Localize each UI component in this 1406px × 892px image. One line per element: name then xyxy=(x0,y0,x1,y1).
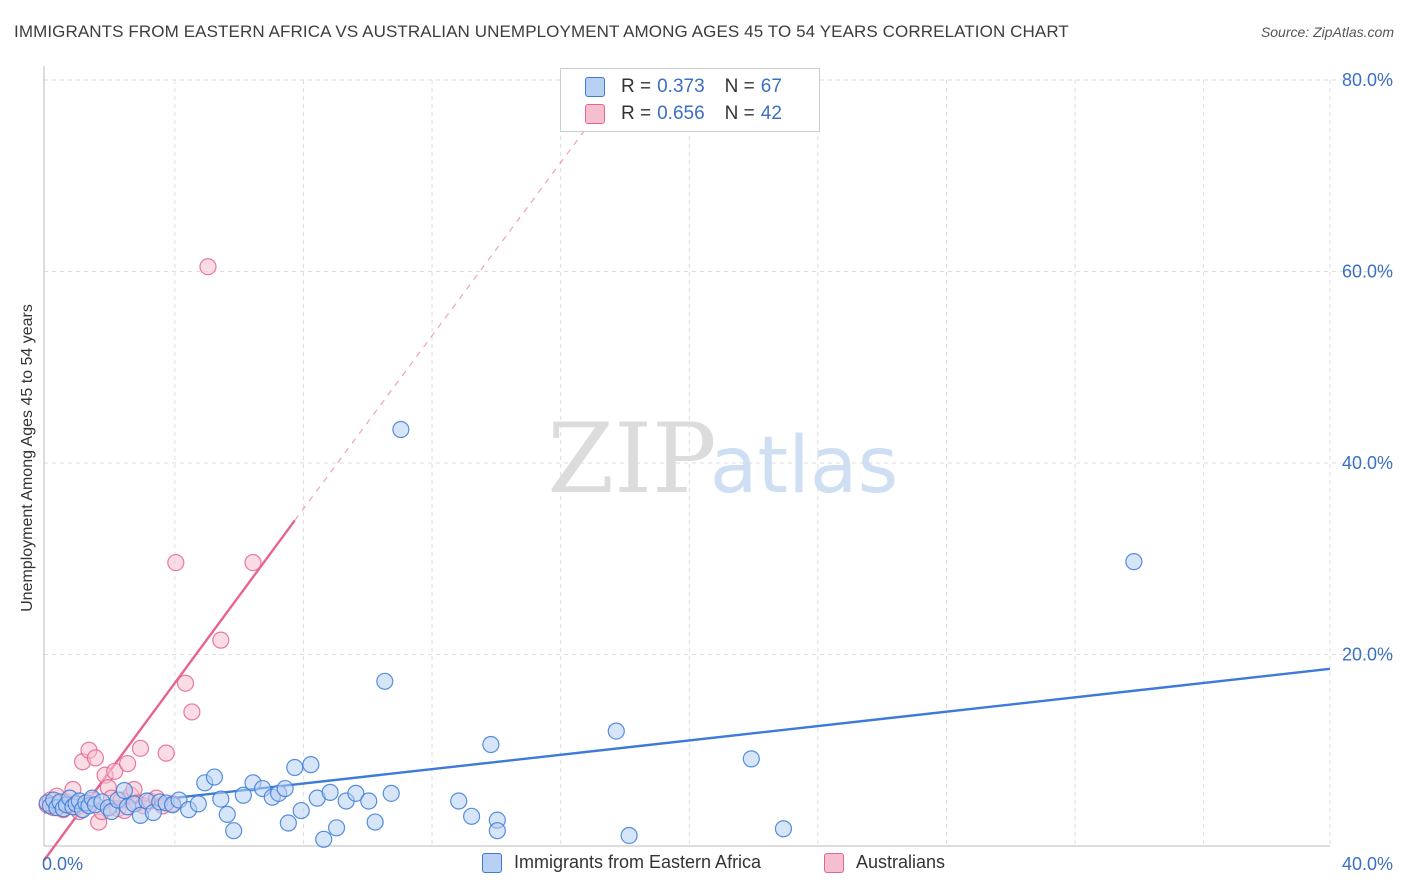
point-eastern-africa xyxy=(292,801,310,820)
legend-label: Australians xyxy=(856,852,946,872)
x-tick-label: 0.0% xyxy=(42,854,83,874)
point-eastern-africa xyxy=(482,735,500,754)
legend-row-australians: R = 0.656 N = 42 xyxy=(585,102,782,126)
point-eastern-africa xyxy=(315,830,333,848)
point-eastern-africa xyxy=(376,672,394,690)
y-tick-label: 40.0% xyxy=(1342,453,1393,473)
point-australians xyxy=(183,703,201,721)
point-eastern-africa xyxy=(742,750,760,768)
n-label: N = xyxy=(724,76,755,97)
trend-line-australians-extension xyxy=(294,70,630,521)
n-value: 67 xyxy=(760,76,782,97)
n-label: N = xyxy=(724,103,755,124)
legend-item-eastern-africa[interactable]: Immigrants from Eastern Africa xyxy=(482,852,761,873)
point-eastern-africa xyxy=(212,790,230,808)
point-eastern-africa xyxy=(462,807,481,825)
point-eastern-africa xyxy=(321,783,339,801)
point-australians xyxy=(176,674,195,692)
legend-swatch-pink xyxy=(585,104,605,124)
series-legend: Immigrants from Eastern Africa Australia… xyxy=(0,852,1406,876)
point-eastern-africa xyxy=(607,722,625,740)
point-eastern-africa xyxy=(218,805,236,824)
point-eastern-africa xyxy=(115,781,133,800)
legend-item-australians[interactable]: Australians xyxy=(824,852,945,873)
point-eastern-africa xyxy=(286,758,304,777)
point-australians xyxy=(167,553,185,572)
watermark: ZIP atlas xyxy=(547,403,898,515)
point-australians xyxy=(199,258,217,276)
r-value: 0.373 xyxy=(657,76,705,97)
data-points xyxy=(38,258,1143,848)
point-eastern-africa xyxy=(347,784,365,802)
point-eastern-africa xyxy=(620,826,638,845)
point-eastern-africa xyxy=(392,420,410,439)
point-eastern-africa xyxy=(382,784,400,802)
tick-labels: 20.0% 40.0% 60.0% 80.0% 0.0% 40.0% xyxy=(42,70,1393,874)
legend-swatch-blue xyxy=(585,77,605,97)
point-eastern-africa xyxy=(366,813,384,831)
point-eastern-africa xyxy=(225,822,243,840)
point-eastern-africa xyxy=(1125,553,1143,571)
axes xyxy=(43,66,1330,847)
point-eastern-africa xyxy=(360,792,378,810)
point-eastern-africa xyxy=(234,786,252,804)
point-australians xyxy=(157,744,175,762)
point-eastern-africa xyxy=(488,822,506,840)
y-tick-label: 60.0% xyxy=(1342,262,1393,282)
point-australians xyxy=(212,631,230,649)
point-eastern-africa xyxy=(327,819,346,837)
legend-label: Immigrants from Eastern Africa xyxy=(514,852,762,872)
n-value: 42 xyxy=(760,103,782,124)
legend-swatch-blue xyxy=(482,852,502,873)
chart-title: IMMIGRANTS FROM EASTERN AFRICA VS AUSTRA… xyxy=(14,22,1069,41)
point-australians xyxy=(131,739,150,757)
point-australians xyxy=(106,762,124,780)
y-tick-label: 80.0% xyxy=(1342,70,1393,90)
point-australians xyxy=(86,749,105,767)
point-eastern-africa xyxy=(276,779,294,798)
point-australians xyxy=(118,755,137,773)
r-label: R = xyxy=(621,76,652,97)
source-credit: Source: ZipAtlas.com xyxy=(1260,24,1394,40)
legend-row-eastern-africa: R = 0.373 N = 67 xyxy=(585,75,782,99)
watermark-zip: ZIP xyxy=(547,403,716,515)
legend-swatch-pink xyxy=(824,852,844,873)
point-eastern-africa xyxy=(774,820,793,838)
gridlines xyxy=(44,79,1392,846)
r-value: 0.656 xyxy=(657,103,705,124)
watermark-atlas: atlas xyxy=(710,421,899,511)
point-eastern-africa xyxy=(189,795,207,813)
point-eastern-africa xyxy=(279,814,297,832)
point-eastern-africa xyxy=(450,792,468,810)
correlation-legend: R = 0.373 N = 67 R = 0.656 N = 42 xyxy=(560,68,820,132)
point-australians xyxy=(244,553,262,572)
y-axis-label: Unemployment Among Ages 45 to 54 years xyxy=(19,304,36,612)
r-label: R = xyxy=(621,103,652,124)
point-eastern-africa xyxy=(302,756,320,774)
point-eastern-africa xyxy=(205,768,223,786)
x-tick-label: 40.0% xyxy=(1342,854,1393,874)
y-tick-label: 20.0% xyxy=(1342,645,1393,665)
